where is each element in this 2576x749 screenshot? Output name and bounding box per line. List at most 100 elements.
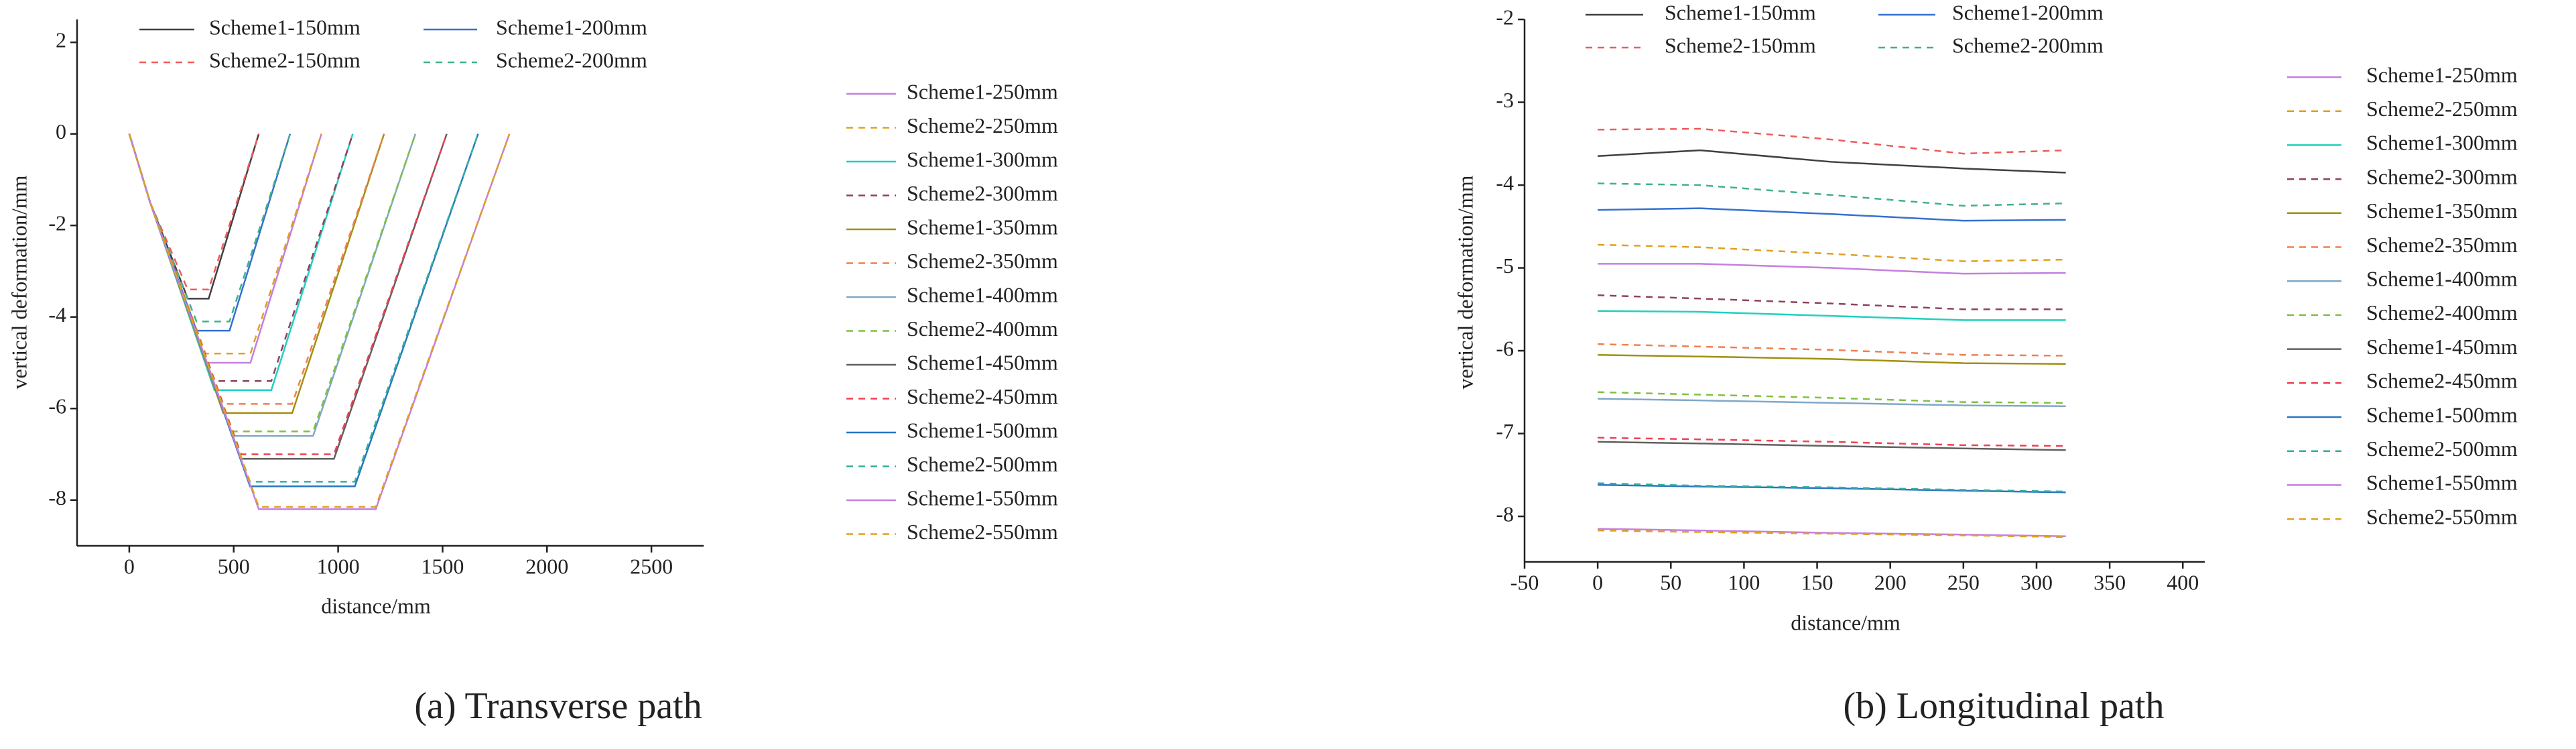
y-tick-label: -7 [1496, 419, 1514, 443]
legend-label: Scheme1-250mm [907, 79, 1058, 103]
legend-label: Scheme2-500mm [907, 452, 1058, 476]
caption: (a) Transverse path [414, 685, 702, 727]
x-tick-label: 0 [1592, 570, 1603, 594]
legend-label: Scheme2-300mm [2366, 164, 2518, 188]
y-tick-label: -4 [1496, 170, 1514, 194]
series-line [1598, 343, 2066, 357]
y-tick-label: 0 [56, 119, 66, 143]
x-tick-label: -50 [1510, 570, 1539, 594]
legend-label: Scheme1-300mm [2366, 131, 2518, 155]
legend-label: Scheme2-350mm [907, 249, 1058, 273]
legend-label: Scheme1-300mm [907, 147, 1058, 171]
series-line [1598, 483, 2066, 494]
legend-label: Scheme1-450mm [907, 350, 1058, 374]
series-line [1598, 263, 2066, 275]
series-line [1598, 529, 2066, 538]
x-tick-label: 1000 [317, 554, 360, 578]
legend-label: Scheme1-200mm [1952, 0, 2104, 24]
x-tick-label: 150 [1801, 570, 1833, 594]
legend-label: Scheme1-550mm [2366, 471, 2518, 495]
series-line [1598, 441, 2066, 451]
series-line [128, 133, 354, 382]
series-line [128, 133, 511, 510]
series-line [1598, 207, 2066, 222]
legend-label: Scheme2-150mm [209, 48, 361, 72]
series-line [1598, 353, 2066, 365]
series-line [128, 133, 385, 405]
legend-label: Scheme2-350mm [2366, 233, 2518, 257]
series-line [128, 133, 479, 483]
legend-label: Scheme2-500mm [2366, 437, 2518, 461]
x-tick-label: 300 [2020, 570, 2053, 594]
y-tick-label: 2 [56, 27, 66, 52]
series-line [1598, 398, 2066, 408]
y-tick-label: -8 [48, 485, 66, 510]
series-line [128, 133, 292, 323]
legend-label: Scheme2-250mm [2366, 97, 2518, 121]
series-line [1598, 528, 2066, 537]
legend-label: Scheme2-300mm [907, 181, 1058, 205]
legend-label: Scheme2-150mm [1665, 33, 1816, 57]
legend-label: Scheme1-500mm [907, 418, 1058, 442]
legend-label: Scheme2-550mm [2366, 504, 2518, 528]
series-line [1598, 310, 2066, 321]
legend-label: Scheme2-400mm [907, 316, 1058, 341]
series-line [1598, 149, 2066, 174]
x-tick-label: 2500 [630, 554, 673, 578]
legend-label: Scheme1-200mm [496, 15, 647, 39]
y-tick-label: -6 [48, 394, 66, 418]
y-tick-label: -8 [1496, 502, 1514, 526]
legend-label: Scheme2-200mm [1952, 33, 2104, 57]
series-line [128, 133, 292, 332]
series-line [1598, 182, 2066, 207]
x-tick-label: 500 [218, 554, 250, 578]
series-line [1598, 243, 2066, 262]
legend-label: Scheme1-150mm [1665, 0, 1816, 24]
x-tick-label: 200 [1874, 570, 1907, 594]
legend-label: Scheme1-450mm [2366, 335, 2518, 359]
series-line [1598, 127, 2066, 155]
series-line [1598, 391, 2066, 404]
y-tick-label: -4 [48, 302, 66, 327]
legend-label: Scheme2-200mm [496, 48, 647, 72]
legend-label: Scheme2-450mm [907, 384, 1058, 408]
series-line [128, 133, 260, 290]
x-tick-label: 0 [124, 554, 135, 578]
x-tick-label: 250 [1947, 570, 1980, 594]
series-line [128, 133, 354, 392]
series-line [1598, 437, 2066, 447]
x-tick-label: 350 [2094, 570, 2126, 594]
caption: (b) Longitudinal path [1843, 685, 2164, 727]
x-tick-label: 50 [1660, 570, 1681, 594]
series-line [1598, 294, 2066, 310]
x-axis-label: distance/mm [321, 593, 431, 618]
x-tick-label: 1500 [421, 554, 464, 578]
series-line [128, 133, 260, 300]
x-tick-label: 100 [1728, 570, 1760, 594]
x-axis-label: distance/mm [1791, 610, 1901, 634]
y-axis-label: vertical deformation/mm [1453, 175, 1477, 389]
legend-label: Scheme1-500mm [2366, 402, 2518, 426]
series-line [128, 133, 511, 508]
legend-label: Scheme1-550mm [907, 485, 1058, 510]
legend-label: Scheme1-400mm [907, 282, 1058, 306]
legend-label: Scheme2-250mm [907, 113, 1058, 137]
series-line [128, 133, 385, 414]
x-tick-label: 400 [2167, 570, 2199, 594]
series-line [128, 133, 322, 364]
series-line [1598, 482, 2066, 493]
legend-label: Scheme1-350mm [2366, 198, 2518, 223]
legend-label: Scheme2-400mm [2366, 300, 2518, 325]
y-tick-label: -6 [1496, 336, 1514, 360]
x-tick-label: 2000 [525, 554, 568, 578]
y-tick-label: -2 [1496, 5, 1514, 29]
y-tick-label: -5 [1496, 253, 1514, 278]
y-tick-label: -3 [1496, 88, 1514, 112]
legend-label: Scheme1-150mm [209, 15, 361, 39]
legend-label: Scheme1-350mm [907, 215, 1058, 239]
legend-label: Scheme1-400mm [2366, 267, 2518, 291]
series-line [128, 133, 417, 437]
y-tick-label: -2 [48, 211, 66, 235]
legend-label: Scheme2-550mm [907, 520, 1058, 544]
